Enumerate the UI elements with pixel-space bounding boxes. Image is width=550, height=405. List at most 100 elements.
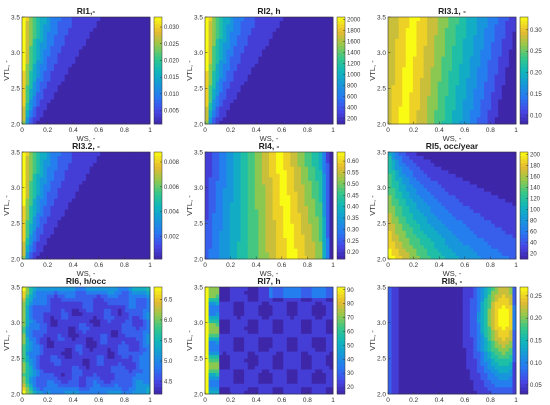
contour-cell bbox=[86, 20, 90, 25]
contour-cell bbox=[75, 209, 80, 214]
contour-cell bbox=[308, 17, 313, 21]
contour-cell bbox=[50, 216, 55, 221]
contour-cell bbox=[32, 116, 37, 121]
contour-cell bbox=[473, 99, 478, 103]
colorbar-tick-label: 0.020 bbox=[164, 58, 180, 64]
contour-cell bbox=[466, 81, 471, 86]
contour-cell bbox=[114, 191, 119, 196]
colorbar-segment bbox=[520, 74, 528, 79]
contour-cell bbox=[308, 20, 313, 25]
contour-cell bbox=[494, 41, 499, 46]
contour-cell bbox=[205, 27, 209, 32]
contour-cell bbox=[508, 31, 513, 36]
colorbar-segment bbox=[154, 24, 162, 29]
contour-cell bbox=[46, 99, 51, 103]
contour-cell bbox=[325, 24, 330, 29]
contour-cell bbox=[64, 159, 69, 164]
contour-cell bbox=[75, 24, 80, 29]
contour-cell bbox=[61, 219, 66, 224]
contour-cell bbox=[32, 155, 37, 160]
contour-cell bbox=[240, 20, 245, 25]
contour-cell bbox=[71, 106, 76, 111]
contour-cell bbox=[484, 63, 488, 68]
contour-cell bbox=[269, 84, 273, 89]
contour-cell bbox=[219, 17, 224, 21]
colorbar-tick-label: 0.008 bbox=[164, 160, 180, 166]
contour-cell bbox=[416, 41, 421, 46]
contour-cell bbox=[103, 223, 108, 228]
colorbar-tick-label: 800 bbox=[347, 84, 358, 90]
contour-cell bbox=[219, 88, 224, 93]
contour-cell bbox=[276, 45, 281, 50]
contour-cell bbox=[128, 81, 133, 86]
contour-cell bbox=[233, 38, 238, 43]
contour-cell bbox=[297, 59, 302, 64]
contour-cell bbox=[96, 31, 101, 36]
contour-cell bbox=[107, 45, 112, 50]
contour-cell bbox=[293, 237, 298, 242]
contour-cell bbox=[118, 56, 122, 61]
contour-cell bbox=[36, 216, 41, 221]
contour-cell bbox=[142, 155, 147, 160]
colorbar-segment bbox=[337, 31, 345, 36]
contour-cell bbox=[46, 226, 51, 231]
contour-cell bbox=[29, 77, 34, 82]
contour-cell bbox=[22, 116, 26, 121]
contour-cell bbox=[391, 20, 396, 25]
contour-cell bbox=[318, 95, 323, 100]
contour-cell bbox=[36, 155, 41, 160]
contour-cell bbox=[491, 95, 496, 100]
contour-cell bbox=[409, 113, 414, 118]
contour-cell bbox=[473, 120, 478, 125]
contour-cell bbox=[494, 24, 499, 29]
contour-cell bbox=[254, 45, 259, 50]
contour-cell bbox=[420, 20, 424, 25]
contour-cell bbox=[208, 41, 213, 46]
contour-cell bbox=[39, 176, 44, 181]
contour-cell bbox=[39, 106, 44, 111]
contour-cell bbox=[82, 223, 87, 228]
contour-cell bbox=[125, 49, 130, 54]
contour-cell bbox=[107, 81, 112, 86]
contour-cell bbox=[22, 191, 26, 196]
contour-cell bbox=[276, 241, 281, 246]
contour-cell bbox=[110, 198, 115, 203]
contour-cell bbox=[402, 81, 407, 86]
contour-cell bbox=[325, 237, 330, 242]
contour-cell bbox=[427, 77, 432, 82]
contour-cell bbox=[50, 77, 55, 82]
contour-cell bbox=[142, 191, 147, 196]
contour-cell bbox=[304, 31, 309, 36]
contour-cell bbox=[318, 248, 323, 253]
contour-cell bbox=[43, 219, 48, 224]
contour-cell bbox=[128, 113, 133, 118]
contour-cell bbox=[261, 17, 266, 21]
contour-cell bbox=[240, 56, 245, 61]
contour-cell bbox=[39, 159, 44, 164]
contour-cell bbox=[297, 77, 302, 82]
contour-cell bbox=[142, 45, 147, 50]
contour-cell bbox=[29, 234, 34, 238]
contour-cell bbox=[142, 52, 147, 57]
contour-cell bbox=[25, 113, 30, 118]
contour-cell bbox=[484, 20, 488, 25]
contour-cell bbox=[329, 59, 334, 64]
contour-cell bbox=[222, 251, 227, 256]
contour-cell bbox=[75, 180, 80, 185]
colorbar-segment bbox=[154, 159, 162, 164]
contour-cell bbox=[219, 95, 224, 100]
contour-cell bbox=[128, 187, 133, 192]
contour-cell bbox=[110, 31, 115, 36]
contour-cell bbox=[114, 223, 119, 228]
contour-cell bbox=[398, 77, 403, 82]
contour-cell bbox=[254, 49, 259, 54]
contour-cell bbox=[22, 45, 26, 50]
contour-cell bbox=[491, 88, 496, 93]
contour-cell bbox=[416, 109, 421, 114]
contour-cell bbox=[71, 81, 76, 86]
contour-cell bbox=[208, 31, 213, 36]
contour-cell bbox=[110, 74, 115, 79]
colorbar-frame bbox=[153, 151, 163, 260]
contour-cell bbox=[43, 45, 48, 50]
contour-cell bbox=[265, 113, 270, 118]
